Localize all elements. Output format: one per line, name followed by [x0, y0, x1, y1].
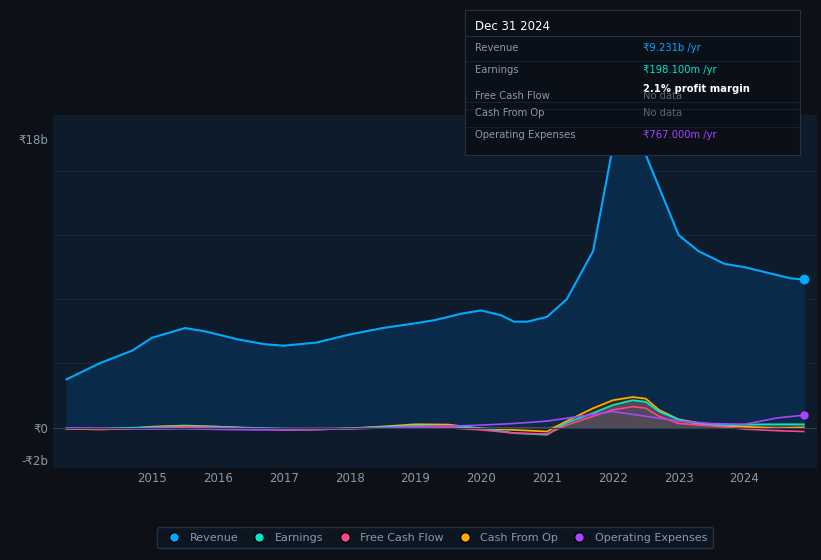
Text: Dec 31 2024: Dec 31 2024	[475, 20, 550, 33]
Legend: Revenue, Earnings, Free Cash Flow, Cash From Op, Operating Expenses: Revenue, Earnings, Free Cash Flow, Cash …	[158, 528, 713, 548]
Text: ₹9.231b /yr: ₹9.231b /yr	[643, 43, 700, 53]
Text: 2.1% profit margin: 2.1% profit margin	[643, 84, 750, 94]
Text: No data: No data	[643, 91, 681, 101]
Text: Operating Expenses: Operating Expenses	[475, 130, 576, 139]
Text: Cash From Op: Cash From Op	[475, 108, 544, 118]
Text: ₹767.000m /yr: ₹767.000m /yr	[643, 130, 716, 139]
Text: No data: No data	[643, 108, 681, 118]
Text: Earnings: Earnings	[475, 65, 519, 75]
Text: ₹198.100m /yr: ₹198.100m /yr	[643, 65, 716, 75]
Text: Revenue: Revenue	[475, 43, 518, 53]
Text: Free Cash Flow: Free Cash Flow	[475, 91, 550, 101]
